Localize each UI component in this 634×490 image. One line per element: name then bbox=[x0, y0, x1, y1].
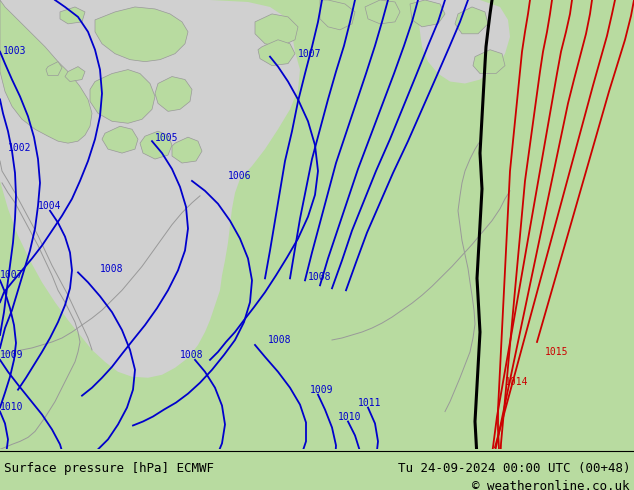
Text: 1005: 1005 bbox=[155, 133, 179, 143]
Text: 1010: 1010 bbox=[0, 402, 23, 412]
Polygon shape bbox=[60, 7, 85, 24]
Text: 1014: 1014 bbox=[505, 377, 529, 387]
Text: 1004: 1004 bbox=[56, 0, 79, 2]
Polygon shape bbox=[320, 0, 510, 83]
Polygon shape bbox=[410, 0, 445, 27]
Text: 1002: 1002 bbox=[8, 143, 32, 153]
Text: 1008: 1008 bbox=[180, 350, 204, 360]
Text: 1008: 1008 bbox=[268, 335, 292, 345]
Text: 1009: 1009 bbox=[310, 385, 333, 394]
Text: 1008: 1008 bbox=[100, 265, 124, 274]
Text: 1009: 1009 bbox=[0, 350, 23, 360]
Polygon shape bbox=[155, 76, 192, 111]
Polygon shape bbox=[255, 14, 298, 47]
Polygon shape bbox=[102, 126, 138, 153]
Text: 1007: 1007 bbox=[0, 270, 23, 280]
Text: 1004: 1004 bbox=[38, 201, 61, 211]
Text: 1008: 1008 bbox=[308, 272, 332, 282]
Text: Surface pressure [hPa] ECMWF: Surface pressure [hPa] ECMWF bbox=[4, 462, 214, 474]
Text: 1010: 1010 bbox=[338, 412, 361, 421]
Polygon shape bbox=[365, 0, 400, 24]
Text: 1006: 1006 bbox=[228, 171, 252, 181]
Text: © weatheronline.co.uk: © weatheronline.co.uk bbox=[472, 480, 630, 490]
Polygon shape bbox=[90, 70, 155, 123]
Text: 1015: 1015 bbox=[545, 347, 569, 357]
Polygon shape bbox=[65, 67, 85, 81]
Polygon shape bbox=[455, 7, 488, 34]
Polygon shape bbox=[46, 62, 62, 75]
Text: 1011: 1011 bbox=[358, 397, 382, 408]
Polygon shape bbox=[0, 0, 300, 378]
Polygon shape bbox=[172, 137, 202, 163]
Text: 1003: 1003 bbox=[3, 46, 27, 56]
Polygon shape bbox=[258, 40, 295, 66]
Text: 1007: 1007 bbox=[298, 49, 321, 59]
Polygon shape bbox=[95, 7, 188, 62]
Text: Tu 24-09-2024 00:00 UTC (00+48): Tu 24-09-2024 00:00 UTC (00+48) bbox=[398, 462, 630, 474]
Polygon shape bbox=[320, 0, 355, 30]
Polygon shape bbox=[473, 49, 505, 74]
Polygon shape bbox=[140, 131, 172, 159]
Polygon shape bbox=[0, 0, 92, 143]
